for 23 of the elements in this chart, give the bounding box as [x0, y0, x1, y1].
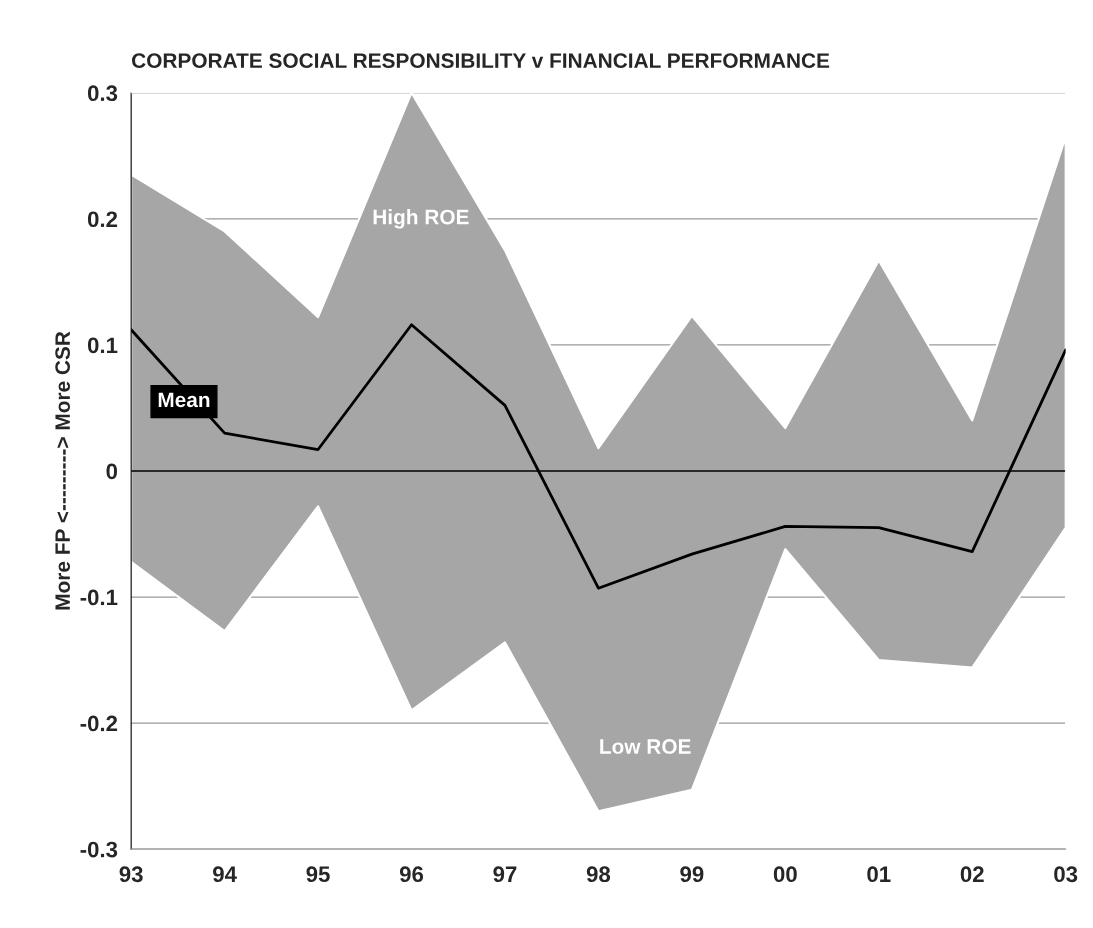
x-tick-label: 96: [399, 866, 424, 883]
y-tick-label: 0.1: [87, 337, 118, 354]
x-tick-label: 97: [493, 866, 517, 883]
y-tick-label: -0.1: [80, 589, 118, 606]
y-axis-title: More FP <---------> More CSR: [55, 331, 70, 610]
x-tick-label: 01: [867, 866, 891, 883]
x-tick-label: 02: [960, 866, 984, 883]
y-tick-label: -0.3: [80, 841, 118, 858]
x-tick-label: 95: [306, 866, 330, 883]
y-tick-label: -0.2: [80, 715, 118, 732]
x-tick-label: 94: [213, 866, 237, 883]
x-tick-label: 99: [680, 866, 704, 883]
annotation: Low ROE: [600, 739, 691, 754]
x-tick-label: 98: [586, 866, 611, 883]
x-tick-label: 00: [773, 866, 797, 883]
annotation: High ROE: [373, 209, 469, 229]
y-tick-label: 0: [106, 463, 118, 480]
chart-title: CORPORATE SOCIAL RESPONSIBILITY v FINANCIAL PERFORMANCE: [132, 53, 830, 69]
x-tick-label: 93: [119, 866, 143, 883]
series-label: Mean: [158, 392, 210, 408]
x-tick-label: 03: [1054, 866, 1078, 883]
y-tick-label: 0.2: [87, 211, 118, 228]
y-tick-label: 0.3: [87, 85, 118, 102]
